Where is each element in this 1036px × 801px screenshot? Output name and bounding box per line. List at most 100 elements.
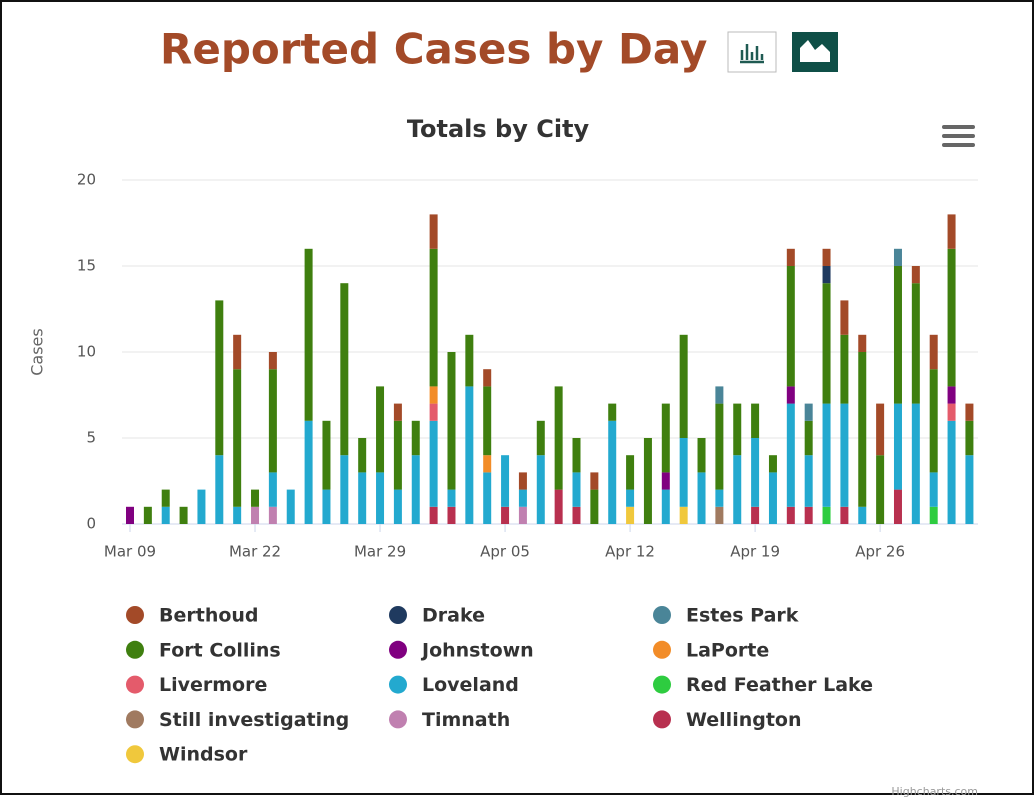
bar-segment <box>429 403 438 421</box>
bar-segment <box>590 489 599 524</box>
bar-segment <box>483 455 492 473</box>
bar-segment <box>268 352 277 370</box>
bar-segment <box>161 489 170 507</box>
bar-segment <box>822 283 831 404</box>
bar-segment <box>768 472 777 524</box>
bar-segment <box>893 489 902 524</box>
bar-segment <box>697 438 706 473</box>
bar-segment <box>233 334 242 370</box>
bar-segment <box>786 248 795 266</box>
bar-segment <box>572 506 581 524</box>
legend-swatch <box>389 710 407 729</box>
bar-segment <box>679 334 688 438</box>
bar-segment <box>786 266 795 387</box>
bar-segment <box>893 248 902 266</box>
credit: Highcharts.com <box>891 785 978 797</box>
legend-label: Timnath <box>422 709 510 731</box>
bar-segment <box>518 506 527 524</box>
bar-segment <box>215 300 224 456</box>
menu-button[interactable] <box>942 125 975 147</box>
bar-segment <box>465 334 474 387</box>
y-tick-label: 5 <box>86 429 96 447</box>
bar-segment <box>536 420 545 456</box>
bar-segment <box>858 352 867 507</box>
area-view-button[interactable] <box>792 32 838 72</box>
bar-segment <box>179 506 188 524</box>
bar-segment <box>947 248 956 387</box>
bar-segment <box>358 472 367 524</box>
bar-segment <box>876 455 885 524</box>
bar-segment <box>358 438 367 473</box>
bar-segment <box>143 506 152 524</box>
bar-segment <box>929 472 938 507</box>
bar-segment <box>447 506 456 524</box>
bar-segment <box>161 506 170 524</box>
bar-segment <box>572 472 581 507</box>
bar-view-button[interactable] <box>727 31 777 73</box>
area-icon <box>800 40 830 62</box>
bar-segment <box>447 489 456 507</box>
legend-label: Fort Collins <box>159 639 281 661</box>
bar-segment <box>822 403 831 507</box>
bar-segment <box>518 489 527 507</box>
bar-segment <box>715 386 724 404</box>
bar-segment <box>376 386 385 473</box>
bar-segment <box>126 506 134 524</box>
bar-segment <box>715 489 724 507</box>
legend-label: Loveland <box>422 674 519 696</box>
bar-segment <box>751 506 760 524</box>
bar-segment <box>536 455 545 524</box>
legend-swatch <box>653 710 671 729</box>
bar-segment <box>858 506 867 524</box>
legend-swatch <box>126 606 144 624</box>
bar-segment <box>786 386 795 404</box>
legend-swatch <box>653 640 671 659</box>
y-tick-label: 15 <box>77 257 96 275</box>
legend-label: Livermore <box>159 674 267 696</box>
bar-segment <box>751 403 760 438</box>
bar-segment <box>786 506 795 524</box>
bar-segment <box>447 352 456 490</box>
bar-segment <box>251 506 260 524</box>
bar-segment <box>697 472 706 524</box>
bar-segment <box>965 455 974 524</box>
bar-segment <box>947 386 956 404</box>
bar-segment <box>947 403 956 421</box>
bar-segment <box>947 420 956 524</box>
x-tick-label: Apr 26 <box>855 543 905 561</box>
bar-segment <box>804 455 813 507</box>
menu-icon[interactable] <box>942 125 975 147</box>
bar-segment <box>911 283 920 404</box>
bar-segment <box>893 266 902 404</box>
bar-segment <box>733 455 742 524</box>
bar-segment <box>465 386 474 524</box>
bar-segment <box>251 489 260 507</box>
bar-segment <box>572 438 581 473</box>
bar-segment <box>233 369 242 507</box>
bar-segment <box>715 506 724 524</box>
bar-segment <box>411 455 420 524</box>
bar-segment <box>215 455 224 524</box>
bar-segment <box>643 438 652 524</box>
bar-segment <box>626 489 635 507</box>
legend-label: Johnstown <box>420 639 534 661</box>
bar-segment <box>822 248 831 266</box>
bar-segment <box>911 403 920 524</box>
bar-segment <box>322 489 331 524</box>
x-tick-label: Mar 22 <box>229 543 281 561</box>
bar-segment <box>947 214 956 249</box>
bar-segment <box>804 420 813 456</box>
x-tick-label: Mar 09 <box>104 543 156 561</box>
legend-swatch <box>653 675 671 694</box>
legend-label: Red Feather Lake <box>686 674 873 696</box>
bar-segment <box>929 506 938 524</box>
bar-segment <box>501 506 510 524</box>
legend-swatch <box>389 640 407 659</box>
legend-label: Windsor <box>159 744 248 766</box>
bar-icon <box>740 44 764 64</box>
bar-segment <box>965 403 974 421</box>
legend-label: Berthoud <box>159 605 259 627</box>
page-title: Reported Cases by Day <box>160 25 707 74</box>
bar-segment <box>733 403 742 456</box>
